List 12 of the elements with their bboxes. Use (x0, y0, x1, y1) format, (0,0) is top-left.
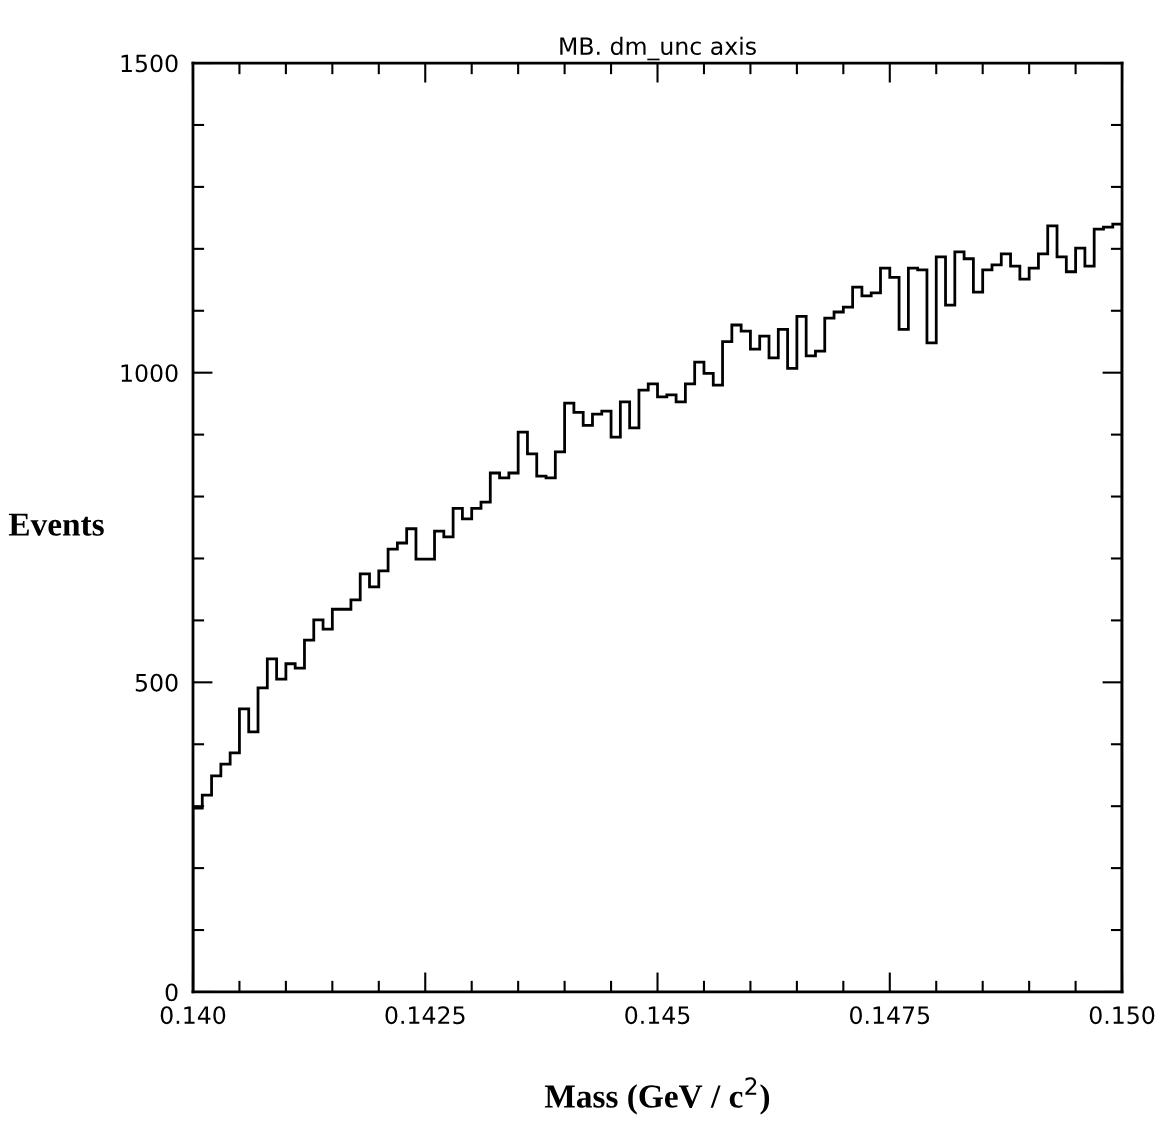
x-tick-label: 0.140 (160, 1006, 226, 1025)
x-tick-label: 0.1425 (385, 1006, 465, 1025)
chart-title: MB. dm_unc axis (560, 36, 756, 61)
y-tick-label: 0 (165, 983, 178, 1002)
y-tick-label: 1000 (121, 364, 178, 382)
x-tick-label: 0.150 (1089, 1006, 1155, 1025)
x-tick-label: 0.145 (625, 1006, 690, 1025)
y-tick-label: 1500 (121, 54, 178, 73)
y-axis-title: Events (8, 513, 104, 536)
x-axis-title: Mass (GeV / c$^{2}$) (544, 1077, 770, 1115)
x-tick-label: 0.1475 (850, 1006, 930, 1025)
y-tick-label: 500 (135, 673, 178, 692)
